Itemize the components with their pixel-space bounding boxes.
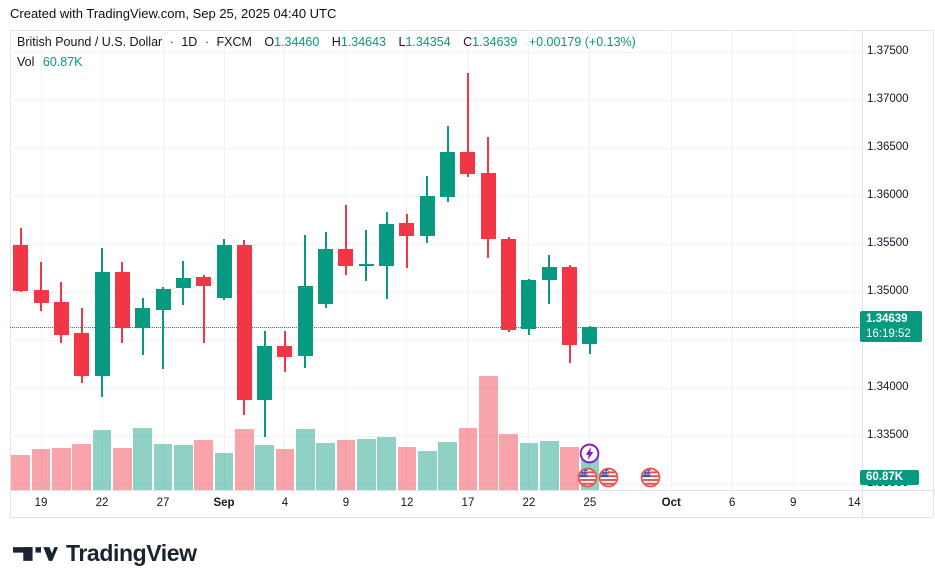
time-tick-label: Sep — [213, 497, 235, 509]
separator-dot: · — [169, 35, 174, 49]
time-tick-label: 27 — [156, 497, 170, 509]
tradingview-logo-mark — [13, 546, 58, 561]
time-tick-label: 17 — [461, 497, 475, 509]
low-label: L — [398, 35, 406, 49]
separator-dot: · — [204, 35, 209, 49]
price-axis-separator — [862, 30, 863, 517]
low-value: 1.34354 — [405, 35, 451, 49]
price-tick-label: 1.36500 — [867, 141, 909, 153]
interval-label[interactable]: 1D — [181, 35, 198, 49]
price-tick-label: 1.34000 — [867, 381, 909, 393]
price-tick-label: 1.35000 — [867, 285, 909, 297]
attribution-text: Created with TradingView.com, Sep 25, 20… — [10, 6, 337, 21]
frame-right — [933, 30, 934, 517]
us-flag-icon[interactable] — [577, 467, 598, 488]
open-label: O — [264, 35, 275, 49]
time-tick-label: 12 — [400, 497, 414, 509]
time-tick-label: 22 — [522, 497, 536, 509]
time-tick-label: 22 — [95, 497, 109, 509]
price-tick-label: 1.37500 — [867, 45, 909, 57]
bar-countdown: 16:19:52 — [866, 327, 911, 340]
time-tick-label: 6 — [729, 497, 736, 509]
exchange-label: FXCM — [216, 35, 252, 49]
lightning-icon[interactable] — [579, 443, 600, 464]
price-tick-label: 1.35500 — [867, 237, 909, 249]
close-label: C — [463, 35, 473, 49]
current-price-value: 1.34639 — [866, 313, 908, 326]
time-tick-label: Oct — [661, 497, 681, 509]
chart-legend: British Pound / U.S. Dollar · 1D · FXCM … — [17, 33, 636, 72]
change-value: +0.00179 (+0.13%) — [528, 35, 636, 49]
price-tick-label: 1.37000 — [867, 93, 909, 105]
price-tick-label: 1.33500 — [867, 429, 909, 441]
frame-top — [10, 30, 933, 31]
price-tick-label: 1.36000 — [867, 189, 909, 201]
time-tick-label: 9 — [790, 497, 797, 509]
high-label: H — [331, 35, 341, 49]
current-price-badge: 1.34639 16:19:52 — [860, 311, 922, 343]
symbol-title[interactable]: British Pound / U.S. Dollar — [17, 35, 163, 49]
time-tick-label: 4 — [281, 497, 289, 509]
time-tick-label: 19 — [34, 497, 48, 509]
high-value: 1.34643 — [340, 35, 386, 49]
frame-bottom — [10, 517, 933, 518]
tradingview-logo-text: TradingView — [66, 540, 197, 566]
legend-row-volume: Vol 60.87K — [17, 53, 636, 73]
frame-left — [10, 30, 11, 517]
us-flag-icon[interactable] — [598, 467, 619, 488]
time-tick-label: 14 — [847, 497, 861, 509]
tradingview-logo[interactable]: TradingView — [13, 540, 197, 567]
current-volume-badge: 60.87K — [860, 470, 919, 485]
time-tick-label: 9 — [342, 497, 350, 509]
time-axis-separator — [10, 490, 933, 491]
time-tick-label: 25 — [583, 497, 597, 509]
current-price-line — [10, 327, 861, 328]
volume-value: 60.87K — [42, 54, 83, 69]
close-value: 1.34639 — [472, 35, 518, 49]
us-flag-icon[interactable] — [640, 467, 661, 488]
legend-row-symbol: British Pound / U.S. Dollar · 1D · FXCM … — [17, 33, 636, 53]
open-value: 1.34460 — [274, 35, 320, 49]
volume-label: Vol — [17, 54, 35, 69]
